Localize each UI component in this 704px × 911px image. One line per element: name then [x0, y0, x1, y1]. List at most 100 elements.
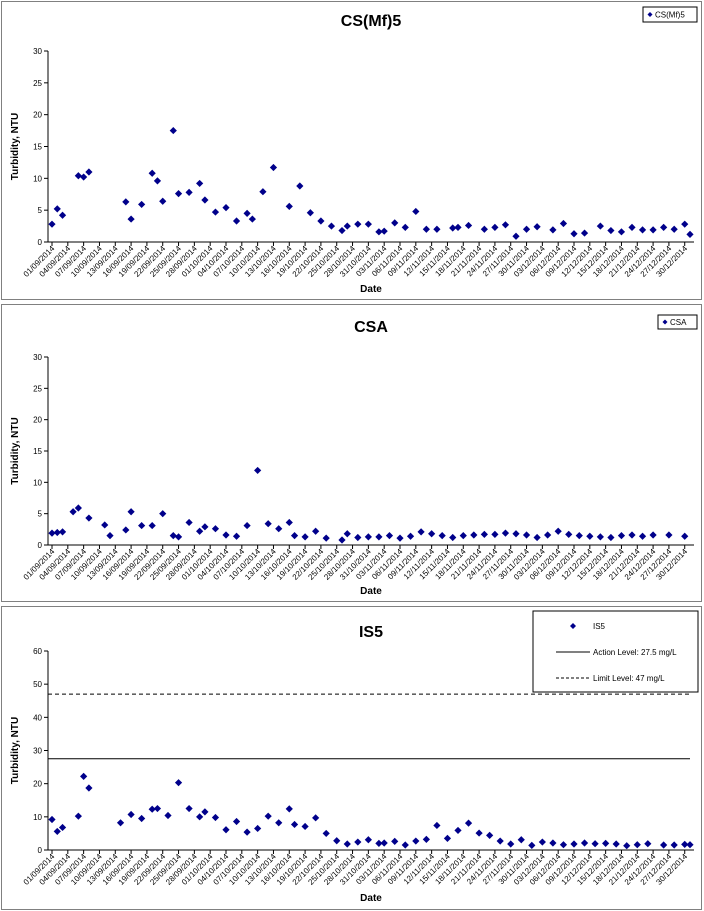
data-point	[449, 533, 457, 542]
y-tick-label: 40	[33, 713, 42, 722]
y-tick-label: 20	[33, 416, 42, 425]
y-tick-label: 25	[33, 384, 42, 393]
data-point	[296, 182, 304, 190]
data-point	[322, 534, 330, 542]
data-point	[48, 815, 56, 824]
data-point	[222, 531, 230, 539]
y-tick-label: 30	[33, 747, 42, 756]
data-point	[480, 530, 488, 538]
data-point	[53, 827, 61, 836]
data-point	[649, 531, 657, 539]
data-point	[607, 533, 615, 542]
data-point	[80, 772, 88, 780]
chart-title: CS(Mf)5	[341, 13, 402, 30]
data-point	[528, 841, 536, 849]
data-point	[470, 531, 478, 539]
data-point	[101, 521, 109, 529]
data-point	[375, 228, 383, 236]
data-point	[364, 220, 372, 228]
data-point	[333, 837, 341, 845]
data-point	[275, 819, 283, 827]
data-point	[211, 525, 220, 533]
data-point	[617, 532, 626, 540]
data-point	[565, 530, 573, 538]
y-axis-label: Turbidity, NTU	[10, 717, 21, 784]
data-point	[127, 810, 135, 819]
data-point	[486, 831, 494, 840]
data-point	[354, 220, 362, 228]
data-point	[48, 529, 56, 537]
data-point	[391, 219, 399, 227]
data-point	[232, 817, 241, 826]
data-point	[338, 536, 346, 544]
data-point	[343, 530, 351, 538]
data-point	[74, 504, 82, 512]
data-point	[602, 839, 610, 847]
data-point	[301, 533, 309, 541]
y-axis-label: Turbidity, NTU	[10, 417, 21, 484]
data-point	[438, 532, 446, 540]
y-tick-label: 10	[33, 478, 42, 487]
x-axis-label: Date	[360, 893, 382, 904]
data-point	[69, 508, 77, 516]
data-point	[570, 840, 578, 848]
data-point	[53, 205, 61, 213]
data-point	[354, 533, 362, 542]
data-point	[591, 840, 599, 848]
data-point	[254, 466, 262, 475]
y-tick-label: 5	[38, 206, 43, 215]
data-point	[459, 532, 467, 540]
data-point	[48, 220, 56, 228]
data-point	[549, 226, 557, 234]
data-point	[443, 834, 452, 842]
data-point	[196, 527, 204, 535]
data-point	[638, 226, 647, 234]
data-point	[159, 510, 167, 518]
y-tick-label: 0	[38, 238, 43, 247]
data-point	[74, 172, 82, 180]
data-point	[417, 528, 425, 536]
data-point	[375, 839, 383, 847]
data-point	[375, 533, 383, 541]
data-point	[507, 840, 515, 848]
y-tick-label: 50	[33, 680, 42, 689]
data-point	[201, 808, 209, 816]
data-point	[174, 190, 183, 198]
y-tick-label: 30	[33, 47, 42, 56]
data-point	[401, 841, 409, 849]
y-tick-label: 15	[33, 143, 42, 152]
data-point	[660, 223, 668, 231]
data-point	[454, 223, 462, 231]
data-point	[338, 226, 346, 235]
data-point	[138, 521, 146, 530]
data-point	[58, 528, 67, 536]
data-point	[169, 126, 177, 135]
data-point	[649, 226, 657, 234]
data-point	[259, 188, 267, 196]
data-point	[496, 837, 504, 845]
data-point	[681, 532, 689, 540]
data-point	[480, 225, 488, 233]
data-point	[243, 521, 251, 530]
y-tick-label: 20	[33, 780, 42, 789]
data-point	[185, 518, 193, 527]
data-point	[596, 533, 604, 541]
data-point	[243, 209, 251, 217]
data-point	[201, 196, 209, 204]
data-point	[222, 826, 230, 834]
data-point	[475, 829, 483, 837]
legend-marker	[570, 623, 576, 629]
csa-chart-svg: CSA05101520253001/09/201404/09/201407/09…	[10, 314, 698, 597]
data-point	[549, 839, 557, 847]
data-point	[285, 805, 293, 813]
data-point	[127, 215, 135, 223]
legend-label: IS5	[593, 622, 606, 631]
data-point	[138, 814, 146, 823]
data-point	[232, 217, 241, 225]
data-point	[148, 521, 156, 530]
data-point	[85, 784, 93, 792]
data-point	[464, 819, 473, 827]
data-point	[512, 232, 520, 240]
y-tick-label: 60	[33, 647, 42, 656]
data-point	[343, 222, 351, 230]
